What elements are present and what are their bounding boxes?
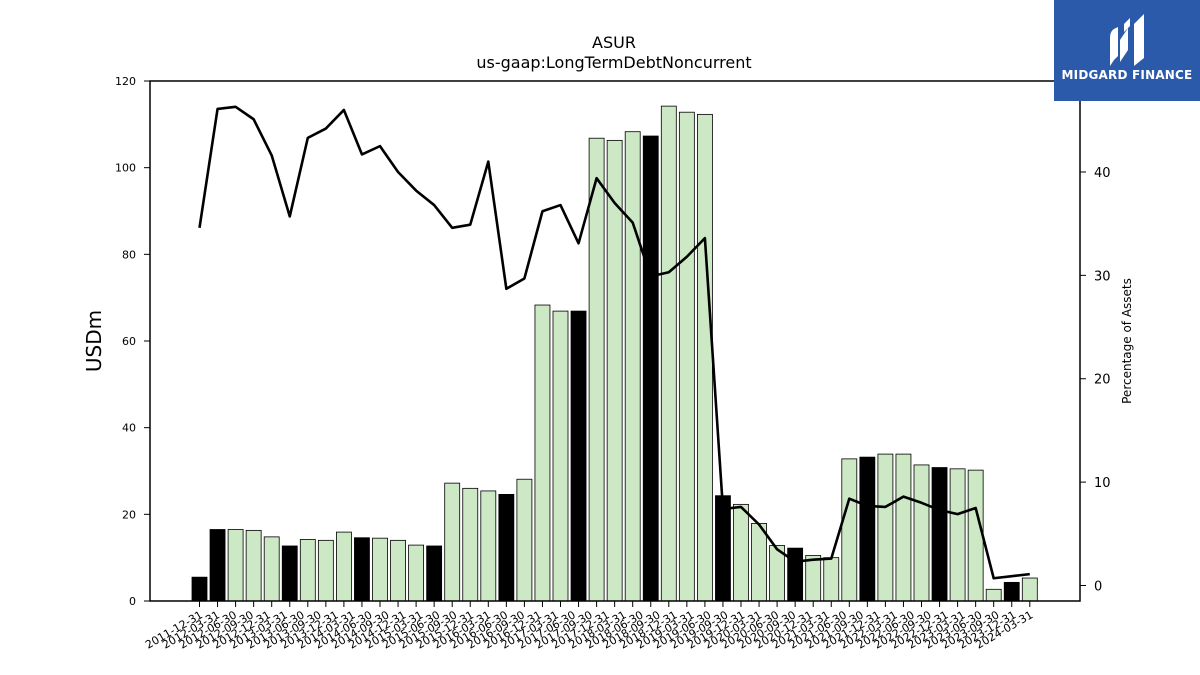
percentage-line — [198, 105, 1030, 580]
bar — [281, 545, 298, 602]
y-left-tick-label: 120 — [115, 75, 136, 88]
bar — [805, 555, 822, 602]
bar — [787, 547, 804, 602]
bar — [642, 135, 659, 602]
brand-logo: MIDGARD FINANCE — [1054, 0, 1200, 101]
bar — [191, 576, 208, 602]
y-axis-left: 0 20 40 60 80 100 120 — [115, 75, 150, 608]
bar — [209, 529, 226, 602]
logo-text: MIDGARD FINANCE — [1061, 68, 1193, 82]
y-left-tick-label: 100 — [115, 162, 136, 175]
bar — [299, 539, 316, 602]
x-axis: 2011-12-312012-03-312012-06-302012-09-30… — [143, 601, 1035, 652]
bar — [715, 495, 731, 602]
bar — [480, 490, 497, 602]
bar — [354, 537, 370, 602]
bar — [534, 304, 551, 602]
bar — [985, 588, 1002, 602]
y-right-tick-label: 20 — [1094, 373, 1111, 388]
bar — [660, 105, 677, 602]
midgard-logo-icon — [1110, 14, 1144, 66]
chart-title: ASUR — [592, 33, 636, 52]
y-left-tick-label: 60 — [122, 335, 136, 348]
bar — [227, 529, 244, 602]
bar — [263, 536, 280, 602]
y-right-tick-label: 40 — [1094, 166, 1111, 181]
bar — [877, 453, 894, 602]
bar — [1003, 581, 1020, 602]
y-right-tick-label: 10 — [1094, 476, 1111, 491]
bar — [408, 544, 425, 602]
bar — [733, 503, 749, 602]
bar — [895, 453, 912, 602]
y-axis-right: 0 10 20 30 40 — [1080, 166, 1111, 594]
y-axis-left-label: USDm — [82, 310, 106, 372]
y-left-tick-label: 80 — [122, 248, 136, 261]
bar — [372, 537, 388, 602]
y-left-tick-label: 40 — [122, 422, 136, 435]
bar — [462, 487, 479, 602]
chart-subtitle: us-gaap:LongTermDebtNoncurrent — [476, 53, 751, 72]
bar — [678, 111, 695, 602]
bar — [245, 529, 262, 602]
bar-series — [191, 105, 1038, 602]
y-right-tick-label: 30 — [1094, 269, 1111, 284]
bar — [516, 478, 533, 602]
bar — [444, 482, 461, 602]
bar — [931, 467, 948, 602]
y-left-tick-label: 0 — [129, 595, 136, 608]
bar — [624, 131, 641, 602]
bar — [588, 137, 605, 602]
bar — [317, 539, 334, 602]
y-left-tick-label: 20 — [122, 508, 136, 521]
bar — [967, 469, 984, 602]
bar — [570, 310, 587, 602]
bar — [859, 456, 876, 602]
bar — [335, 531, 352, 602]
bar — [913, 464, 930, 602]
bar — [498, 493, 515, 602]
bar — [390, 539, 406, 602]
y-right-tick-label: 0 — [1094, 579, 1102, 594]
bar — [949, 468, 966, 602]
bar — [751, 523, 767, 602]
bar — [1021, 577, 1038, 602]
bar — [841, 458, 858, 602]
y-axis-right-label: Percentage of Assets — [1120, 278, 1134, 404]
bar — [823, 557, 840, 602]
bar — [697, 113, 713, 602]
bar — [552, 310, 569, 602]
bar — [426, 545, 443, 602]
